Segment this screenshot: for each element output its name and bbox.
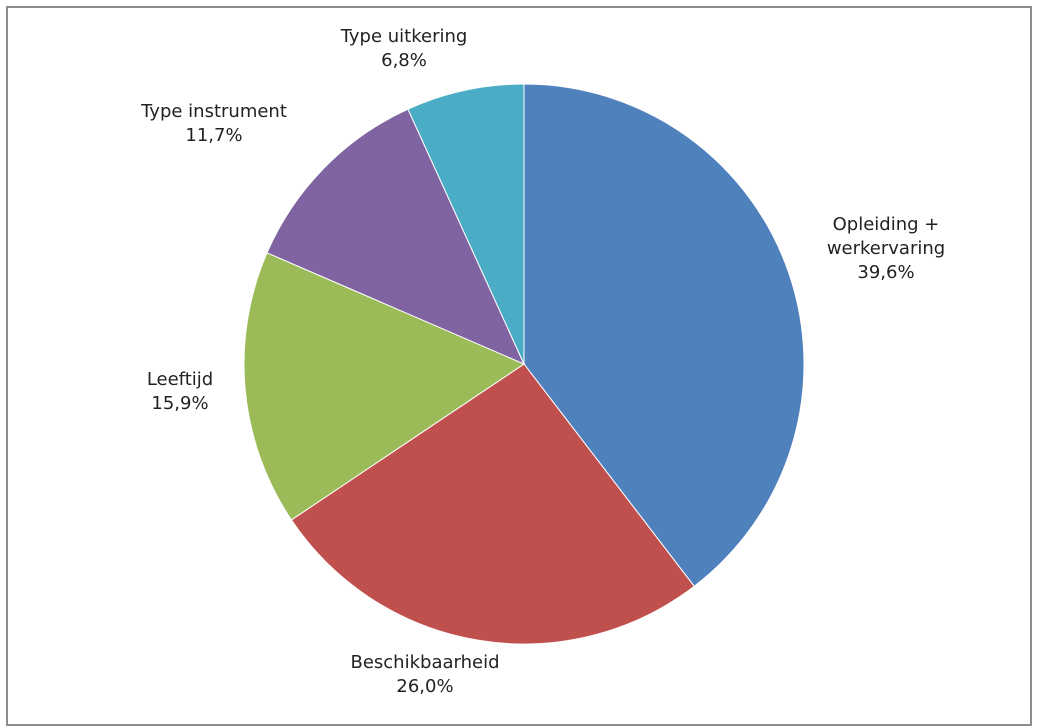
- slice-category-label: werkervaring: [827, 238, 945, 259]
- pie-slice-1: [290, 363, 695, 645]
- slice-value-label: 15,9%: [151, 393, 208, 414]
- slice-value-label: 26,0%: [396, 676, 453, 697]
- slice-category-label: Type uitkering: [340, 26, 468, 47]
- slice-value-label: 6,8%: [381, 50, 427, 71]
- slice-value-label: 39,6%: [857, 262, 914, 283]
- slice-category-label: Beschikbaarheid: [350, 652, 499, 673]
- slice-category-label: Opleiding +: [833, 214, 940, 235]
- pie-slice-3: [266, 108, 525, 365]
- slice-value-label: 11,7%: [185, 125, 242, 146]
- pie-slice-0: [523, 83, 805, 588]
- pie-slice-4: [407, 83, 525, 365]
- slice-category-label: Leeftijd: [147, 369, 213, 390]
- pie-slice-2: [243, 252, 526, 521]
- slice-category-label: Type instrument: [140, 101, 287, 122]
